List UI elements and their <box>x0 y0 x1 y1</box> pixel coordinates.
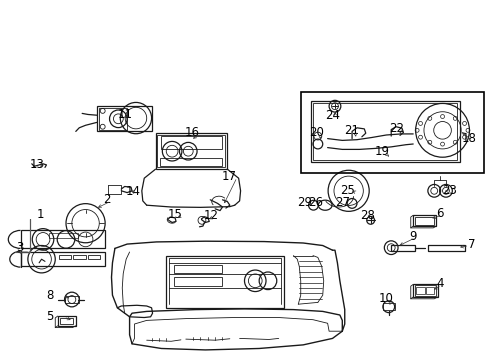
Bar <box>312 103 456 160</box>
Bar <box>382 303 394 310</box>
Text: 29: 29 <box>296 196 311 209</box>
Bar <box>426 287 433 294</box>
Bar <box>390 245 414 251</box>
Bar <box>161 136 222 149</box>
Bar <box>155 133 227 169</box>
Bar <box>20 230 105 248</box>
Bar <box>58 316 76 326</box>
Bar <box>73 255 85 259</box>
Text: 26: 26 <box>307 196 322 209</box>
Text: 1: 1 <box>37 208 44 221</box>
Text: 25: 25 <box>339 184 354 197</box>
Bar <box>60 318 73 324</box>
Text: 28: 28 <box>360 210 374 222</box>
Text: 18: 18 <box>461 132 476 145</box>
Bar <box>157 135 224 167</box>
Text: 24: 24 <box>325 109 339 122</box>
Bar <box>59 255 71 259</box>
Bar <box>20 252 105 266</box>
Text: 7: 7 <box>467 238 475 251</box>
Text: 11: 11 <box>117 108 132 121</box>
Text: 13: 13 <box>29 158 44 171</box>
Text: 20: 20 <box>309 126 324 139</box>
Bar <box>300 92 483 173</box>
Bar <box>414 217 433 225</box>
Text: 16: 16 <box>184 126 199 139</box>
Bar <box>88 255 100 259</box>
Text: 3: 3 <box>16 241 23 254</box>
Text: 6: 6 <box>435 207 443 220</box>
Bar <box>412 284 437 297</box>
Text: 8: 8 <box>46 289 54 302</box>
Bar <box>65 296 79 303</box>
Bar <box>173 265 222 273</box>
Text: 22: 22 <box>389 122 404 135</box>
Text: 17: 17 <box>221 170 236 183</box>
Bar <box>49 233 78 238</box>
Text: 2: 2 <box>102 193 110 206</box>
Bar <box>173 277 222 286</box>
Bar <box>414 285 435 296</box>
Text: 12: 12 <box>203 209 218 222</box>
Text: 15: 15 <box>167 208 182 221</box>
Bar <box>310 101 459 162</box>
Text: 19: 19 <box>374 145 389 158</box>
Text: 23: 23 <box>442 184 456 197</box>
Text: 5: 5 <box>46 310 54 323</box>
Bar <box>97 106 151 131</box>
Text: 27: 27 <box>334 196 349 209</box>
Bar <box>412 215 435 226</box>
Text: 4: 4 <box>435 277 443 290</box>
Text: 9: 9 <box>408 230 416 243</box>
Text: 10: 10 <box>378 292 393 305</box>
Bar <box>415 287 425 294</box>
Bar <box>427 245 464 251</box>
Bar <box>160 158 222 166</box>
Text: 21: 21 <box>344 124 359 137</box>
Text: 14: 14 <box>125 185 140 198</box>
Bar <box>99 108 127 130</box>
Bar <box>166 256 283 308</box>
